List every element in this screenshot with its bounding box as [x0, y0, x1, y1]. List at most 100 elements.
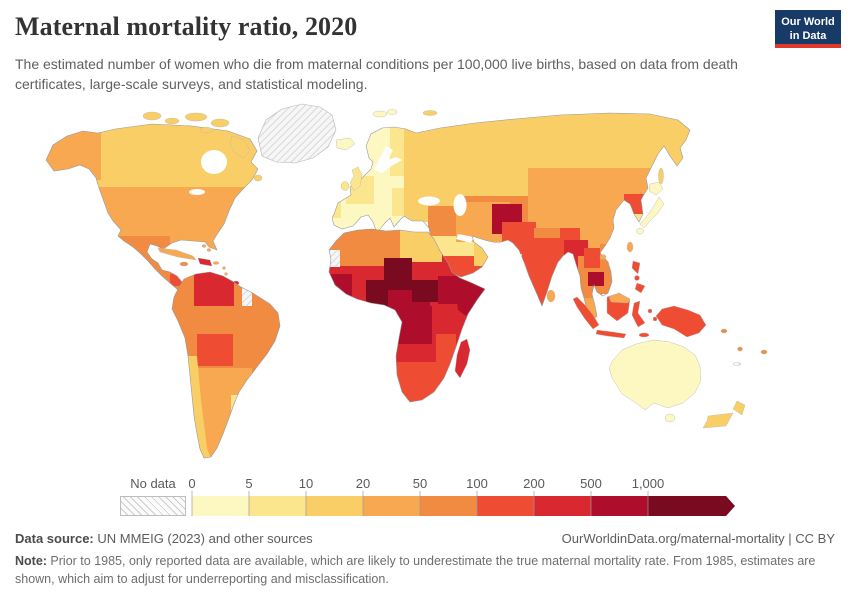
region-uruguay[interactable]: [231, 395, 248, 412]
region-svalbard[interactable]: [386, 109, 398, 115]
legend-tick: 5: [245, 476, 252, 491]
region-new-caledonia[interactable]: [732, 362, 742, 366]
region-bahamas[interactable]: [206, 248, 212, 252]
region-tasmania[interactable]: [664, 413, 676, 423]
owid-logo-line2: in Data: [789, 30, 827, 43]
region-suriname[interactable]: [242, 288, 252, 306]
legend-segment[interactable]: [477, 496, 534, 516]
region-venezuela[interactable]: [194, 270, 234, 306]
caspian-sea: [453, 194, 467, 216]
region-bolivia[interactable]: [197, 334, 233, 366]
region-fiji[interactable]: [760, 349, 768, 355]
region-novaya-zemlya[interactable]: [422, 110, 438, 116]
region-java[interactable]: [595, 329, 627, 339]
region-antilles[interactable]: [222, 266, 226, 270]
legend-segment[interactable]: [192, 496, 249, 516]
note-label: Note:: [15, 554, 47, 568]
region-ireland[interactable]: [340, 181, 350, 191]
region-vietnam[interactable]: [600, 244, 614, 294]
legend-segment[interactable]: [420, 496, 477, 516]
no-data-label: No data: [130, 476, 176, 491]
region-sakhalin[interactable]: [658, 167, 664, 185]
legend-tick: 0: [188, 476, 195, 491]
data-source-line: Data source: UN MMEIG (2023) and other s…: [15, 531, 313, 546]
legend-segment[interactable]: [534, 496, 591, 516]
region-nepal[interactable]: [534, 228, 560, 238]
region-arctic-island[interactable]: [210, 118, 230, 128]
region-usa[interactable]: [96, 187, 260, 253]
region-hispaniola[interactable]: [197, 257, 213, 267]
region-new-guinea[interactable]: [655, 305, 707, 338]
region-madagascar[interactable]: [454, 338, 471, 379]
region-japan-hokkaido[interactable]: [648, 181, 664, 196]
region-oman[interactable]: [474, 242, 494, 266]
legend-tick: 500: [580, 476, 602, 491]
region-cambodia[interactable]: [588, 272, 604, 286]
region-drc[interactable]: [394, 306, 432, 344]
africa-outline: [328, 228, 486, 403]
region-uk[interactable]: [349, 166, 363, 192]
legend-segment[interactable]: [249, 496, 306, 516]
region-cuba[interactable]: [157, 247, 197, 261]
hudson-bay: [201, 150, 227, 174]
region-sulawesi[interactable]: [631, 300, 646, 328]
region-philippines-mindanao[interactable]: [634, 282, 646, 294]
legend-tick: 10: [299, 476, 313, 491]
region-philippines-visayas[interactable]: [634, 275, 640, 281]
region-timor[interactable]: [638, 332, 650, 338]
region-svalbard[interactable]: [372, 110, 388, 118]
region-arctic-island[interactable]: [142, 111, 162, 121]
footer: OurWorldinData.org/maternal-mortality | …: [15, 531, 835, 546]
note-text: Prior to 1985, only reported data are av…: [15, 554, 816, 586]
region-arctic-island[interactable]: [199, 126, 213, 134]
persian-gulf: [456, 234, 474, 243]
baltic-sea: [374, 146, 402, 173]
region-japan-honshu[interactable]: [639, 196, 665, 229]
great-lakes: [189, 189, 205, 195]
legend-tick: 200: [523, 476, 545, 491]
region-somalia[interactable]: [456, 276, 487, 316]
region-japan-kyushu[interactable]: [636, 227, 644, 235]
legend-segment[interactable]: [306, 496, 363, 516]
region-bahamas[interactable]: [201, 244, 207, 248]
region-portugal[interactable]: [333, 200, 341, 218]
data-source-text: UN MMEIG (2023) and other sources: [93, 531, 313, 546]
region-nz-north[interactable]: [732, 400, 746, 416]
region-baffin[interactable]: [229, 135, 251, 159]
region-malaysia-borneo[interactable]: [608, 292, 631, 304]
region-jamaica[interactable]: [179, 261, 189, 267]
region-antilles[interactable]: [224, 272, 228, 276]
region-arctic-island[interactable]: [164, 117, 180, 125]
region-western-sahara[interactable]: [322, 250, 340, 267]
legend-segment[interactable]: [363, 496, 420, 516]
black-sea: [418, 196, 440, 206]
region-sumatra[interactable]: [572, 296, 600, 330]
region-sri-lanka[interactable]: [546, 289, 556, 303]
region-arctic-island[interactable]: [184, 112, 208, 122]
region-newfoundland[interactable]: [253, 174, 263, 182]
owid-logo[interactable]: Our World in Data: [775, 10, 841, 48]
region-philippines-luzon[interactable]: [631, 260, 641, 275]
region-west-africa[interactable]: [320, 274, 352, 308]
region-moluccas[interactable]: [652, 316, 658, 322]
region-puerto-rico[interactable]: [212, 261, 220, 265]
region-moluccas[interactable]: [647, 308, 653, 314]
region-hainan[interactable]: [599, 254, 607, 260]
owid-logo-line1: Our World: [781, 16, 835, 28]
region-nz-south[interactable]: [702, 412, 734, 429]
legend-segment-arrow[interactable]: [648, 496, 735, 516]
south-america-outline: [171, 271, 281, 459]
footer-link[interactable]: OurWorldinData.org/maternal-mortality | …: [561, 531, 835, 546]
legend-segment[interactable]: [591, 496, 648, 516]
region-iceland[interactable]: [335, 137, 356, 151]
region-alaska[interactable]: [40, 122, 101, 180]
region-vanuatu[interactable]: [737, 346, 743, 352]
region-taiwan[interactable]: [626, 241, 634, 253]
region-solomon[interactable]: [720, 328, 728, 334]
region-australia[interactable]: [608, 339, 702, 411]
region-south-sudan[interactable]: [412, 280, 442, 302]
region-greenland[interactable]: [257, 103, 337, 164]
no-data-swatch[interactable]: [120, 496, 186, 516]
north-america-outline: [45, 123, 259, 298]
